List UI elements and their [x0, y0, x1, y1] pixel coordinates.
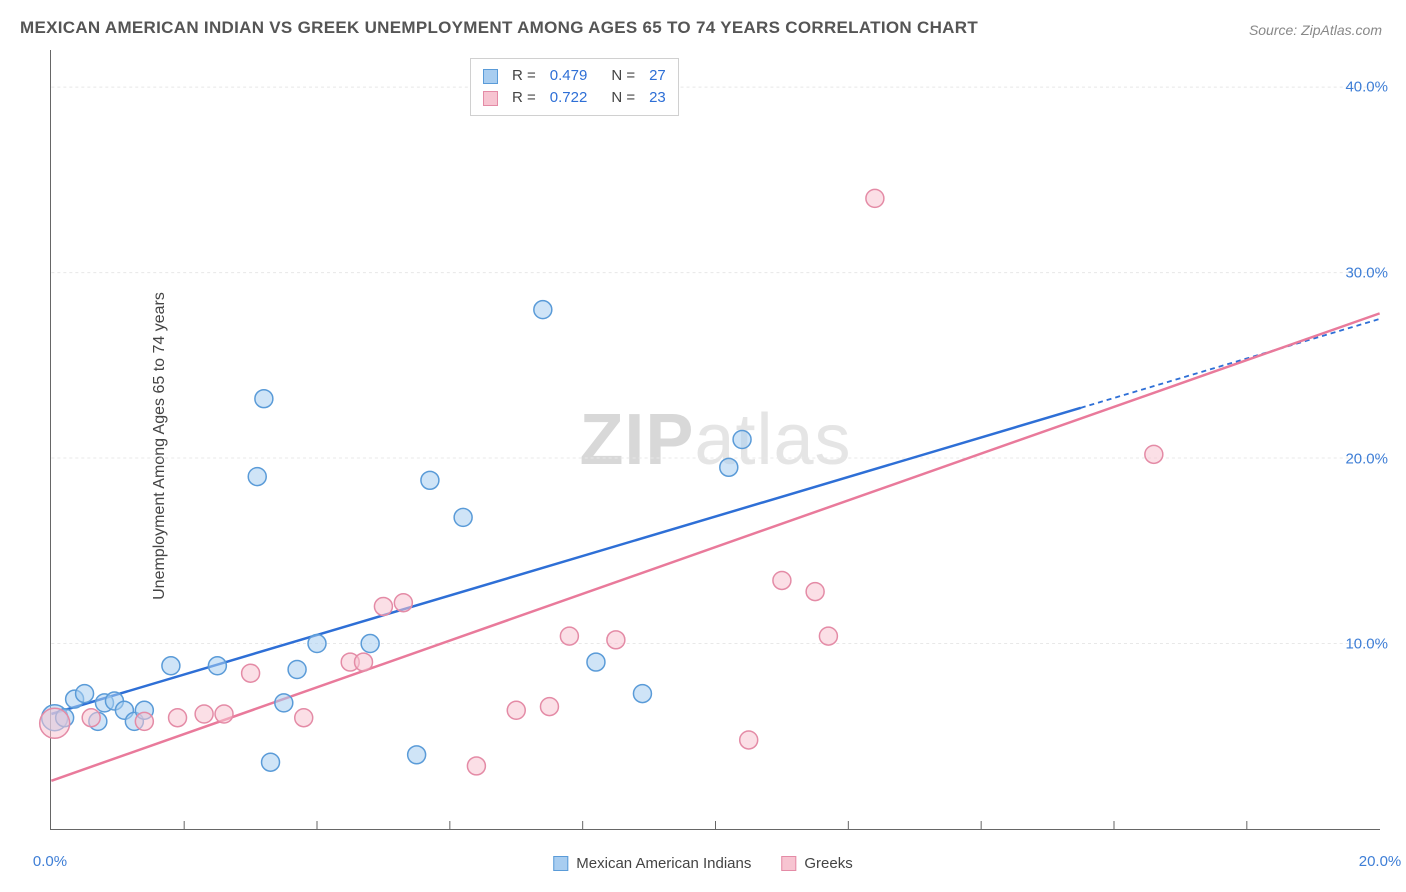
data-point: [76, 685, 94, 703]
data-point: [169, 709, 187, 727]
n-value-blue: 27: [649, 65, 666, 87]
r-value-pink: 0.722: [550, 87, 588, 109]
data-point: [82, 709, 100, 727]
data-point: [819, 627, 837, 645]
x-tick-label: 20.0%: [1359, 853, 1402, 870]
swatch-blue-icon: [553, 856, 568, 871]
data-point: [355, 653, 373, 671]
data-point: [374, 597, 392, 615]
legend-label-blue: Mexican American Indians: [576, 855, 751, 872]
data-point: [454, 508, 472, 526]
data-point: [740, 731, 758, 749]
data-point: [242, 664, 260, 682]
swatch-blue-icon: [483, 69, 498, 84]
series-legend: Mexican American Indians Greeks: [553, 855, 852, 872]
data-point: [135, 712, 153, 730]
data-point: [607, 631, 625, 649]
legend-item-pink: Greeks: [781, 855, 852, 872]
source-attribution: Source: ZipAtlas.com: [1249, 22, 1382, 38]
swatch-pink-icon: [781, 856, 796, 871]
data-point: [633, 685, 651, 703]
data-point: [255, 390, 273, 408]
data-point: [733, 431, 751, 449]
n-value-pink: 23: [649, 87, 666, 109]
data-point: [295, 709, 313, 727]
plot-area: ZIPatlas: [50, 50, 1380, 830]
data-point: [866, 189, 884, 207]
data-point: [162, 657, 180, 675]
swatch-pink-icon: [483, 91, 498, 106]
data-point: [587, 653, 605, 671]
y-tick-label: 40.0%: [1345, 79, 1388, 96]
data-point: [773, 571, 791, 589]
r-value-blue: 0.479: [550, 65, 588, 87]
data-point: [507, 701, 525, 719]
legend-item-blue: Mexican American Indians: [553, 855, 751, 872]
plot-svg: [51, 50, 1380, 829]
legend-label-pink: Greeks: [804, 855, 852, 872]
y-tick-label: 30.0%: [1345, 264, 1388, 281]
data-point: [560, 627, 578, 645]
data-point: [720, 458, 738, 476]
chart-title: MEXICAN AMERICAN INDIAN VS GREEK UNEMPLO…: [20, 18, 978, 38]
data-point: [534, 301, 552, 319]
data-point: [262, 753, 280, 771]
data-point: [40, 708, 70, 738]
data-point: [248, 468, 266, 486]
data-point: [361, 635, 379, 653]
correlation-legend: R = 0.479 N = 27 R = 0.722 N = 23: [470, 58, 679, 116]
data-point: [394, 594, 412, 612]
y-tick-label: 20.0%: [1345, 450, 1388, 467]
data-point: [467, 757, 485, 775]
legend-row-blue: R = 0.479 N = 27: [483, 65, 666, 87]
x-tick-label: 0.0%: [33, 853, 67, 870]
r-label: R =: [512, 65, 536, 87]
data-point: [421, 471, 439, 489]
y-tick-label: 10.0%: [1345, 636, 1388, 653]
data-point: [1145, 445, 1163, 463]
data-point: [308, 635, 326, 653]
n-label: N =: [611, 65, 635, 87]
data-point: [208, 657, 226, 675]
legend-row-pink: R = 0.722 N = 23: [483, 87, 666, 109]
data-point: [288, 661, 306, 679]
data-point: [540, 698, 558, 716]
data-point: [195, 705, 213, 723]
data-point: [215, 705, 233, 723]
data-point: [275, 694, 293, 712]
data-point: [806, 583, 824, 601]
data-point: [408, 746, 426, 764]
r-label: R =: [512, 87, 536, 109]
n-label: N =: [611, 87, 635, 109]
